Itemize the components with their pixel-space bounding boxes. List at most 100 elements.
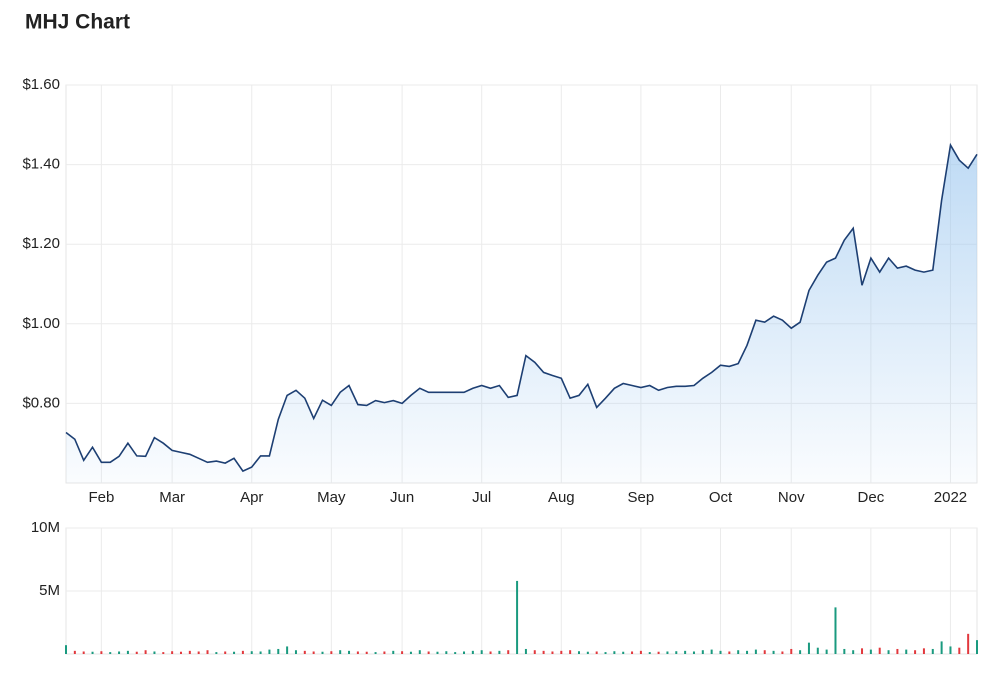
volume-bar xyxy=(303,650,306,654)
x-tick-label: Dec xyxy=(858,489,885,506)
volume-bar xyxy=(171,651,174,654)
volume-bar xyxy=(746,650,749,654)
volume-bar xyxy=(533,650,536,654)
volume-bar xyxy=(294,650,297,654)
volume-bar xyxy=(197,651,200,654)
y-tick-label: 5M xyxy=(39,582,60,599)
volume-bar xyxy=(312,651,315,654)
volume-bar xyxy=(73,650,76,654)
volume-bar xyxy=(241,650,244,654)
volume-bar xyxy=(666,651,669,654)
volume-bar xyxy=(949,646,952,654)
x-tick-label: Apr xyxy=(240,489,263,506)
volume-bar xyxy=(286,646,289,654)
volume-bar xyxy=(179,651,182,654)
volume-bar xyxy=(887,650,890,654)
volume-bar xyxy=(524,648,527,654)
volume-bar xyxy=(401,651,404,654)
volume-bar xyxy=(153,651,156,654)
volume-bar xyxy=(825,649,828,654)
volume-bar xyxy=(905,649,908,654)
volume-bar xyxy=(737,650,740,654)
volume-bar xyxy=(754,649,757,654)
volume-bar xyxy=(958,647,961,654)
volume-bar xyxy=(126,650,129,654)
volume-bar xyxy=(224,651,227,654)
chart-title: MHJ Chart xyxy=(25,11,130,34)
volume-bar xyxy=(586,651,589,654)
volume-bar xyxy=(365,651,368,654)
volume-bar xyxy=(719,650,722,654)
x-tick-label: Jul xyxy=(472,489,491,506)
x-tick-label: Mar xyxy=(159,489,185,506)
volume-bar xyxy=(896,648,899,654)
volume-bar xyxy=(348,650,351,654)
x-tick-label: 2022 xyxy=(934,489,967,506)
volume-bar xyxy=(118,651,121,654)
volume-bar xyxy=(445,651,448,654)
volume-bar xyxy=(109,652,112,654)
volume-bar xyxy=(852,650,855,654)
x-tick-label: Sep xyxy=(628,489,655,506)
volume-bar xyxy=(940,641,943,654)
y-tick-label: $1.60 xyxy=(22,76,60,93)
volume-bar xyxy=(471,650,474,654)
volume-bar xyxy=(418,650,421,654)
volume-bar xyxy=(383,651,386,654)
volume-bar xyxy=(914,650,917,654)
volume-bar xyxy=(967,633,970,654)
volume-bar xyxy=(162,652,165,654)
volume-bar xyxy=(206,650,209,654)
volume-bar xyxy=(613,651,616,654)
volume-bar xyxy=(772,650,775,654)
volume-bar xyxy=(542,650,545,654)
volume-bar xyxy=(684,650,687,654)
y-tick-label: $1.20 xyxy=(22,235,60,252)
volume-bar xyxy=(692,651,695,654)
volume-bar xyxy=(356,651,359,654)
volume-bar xyxy=(834,607,837,654)
x-tick-label: May xyxy=(317,489,346,506)
volume-bar xyxy=(976,640,978,654)
volume-bar xyxy=(516,580,519,654)
volume-bar xyxy=(454,652,457,654)
volume-bar xyxy=(631,651,634,654)
volume-bar xyxy=(639,650,642,654)
volume-bar xyxy=(648,652,651,654)
volume-bar xyxy=(710,649,713,654)
volume-bar xyxy=(807,642,810,654)
volume-bar xyxy=(763,650,766,654)
volume-bar xyxy=(560,650,563,654)
volume-bar xyxy=(188,650,191,654)
price-line xyxy=(65,142,978,473)
volume-bar xyxy=(374,652,377,654)
volume-bar xyxy=(250,651,253,654)
y-tick-label: $0.80 xyxy=(22,394,60,411)
volume-bar xyxy=(277,648,280,654)
volume-bar xyxy=(869,649,872,654)
volume-bar xyxy=(330,651,333,654)
volume-bar xyxy=(268,649,271,654)
volume-bar xyxy=(427,651,430,654)
volume-bar xyxy=(595,651,598,654)
volume-bar xyxy=(233,651,236,654)
volume-bar xyxy=(409,651,412,654)
volume-bar xyxy=(100,651,103,654)
volume-bar xyxy=(215,652,218,654)
x-tick-label: Jun xyxy=(390,489,414,506)
volume-bar xyxy=(259,651,262,654)
volume-bar xyxy=(878,647,881,654)
volume-bar xyxy=(551,651,554,654)
volume-bar xyxy=(701,650,704,654)
price-area xyxy=(66,145,977,483)
volume-bar xyxy=(82,651,85,654)
volume-bar xyxy=(577,651,580,654)
volume-bar xyxy=(657,651,660,654)
volume-bar xyxy=(799,650,802,654)
volume-bar xyxy=(507,650,510,654)
x-tick-label: Nov xyxy=(778,489,805,506)
volume-bar xyxy=(463,651,466,654)
volume-bar xyxy=(604,652,607,654)
volume-bar xyxy=(135,651,138,654)
